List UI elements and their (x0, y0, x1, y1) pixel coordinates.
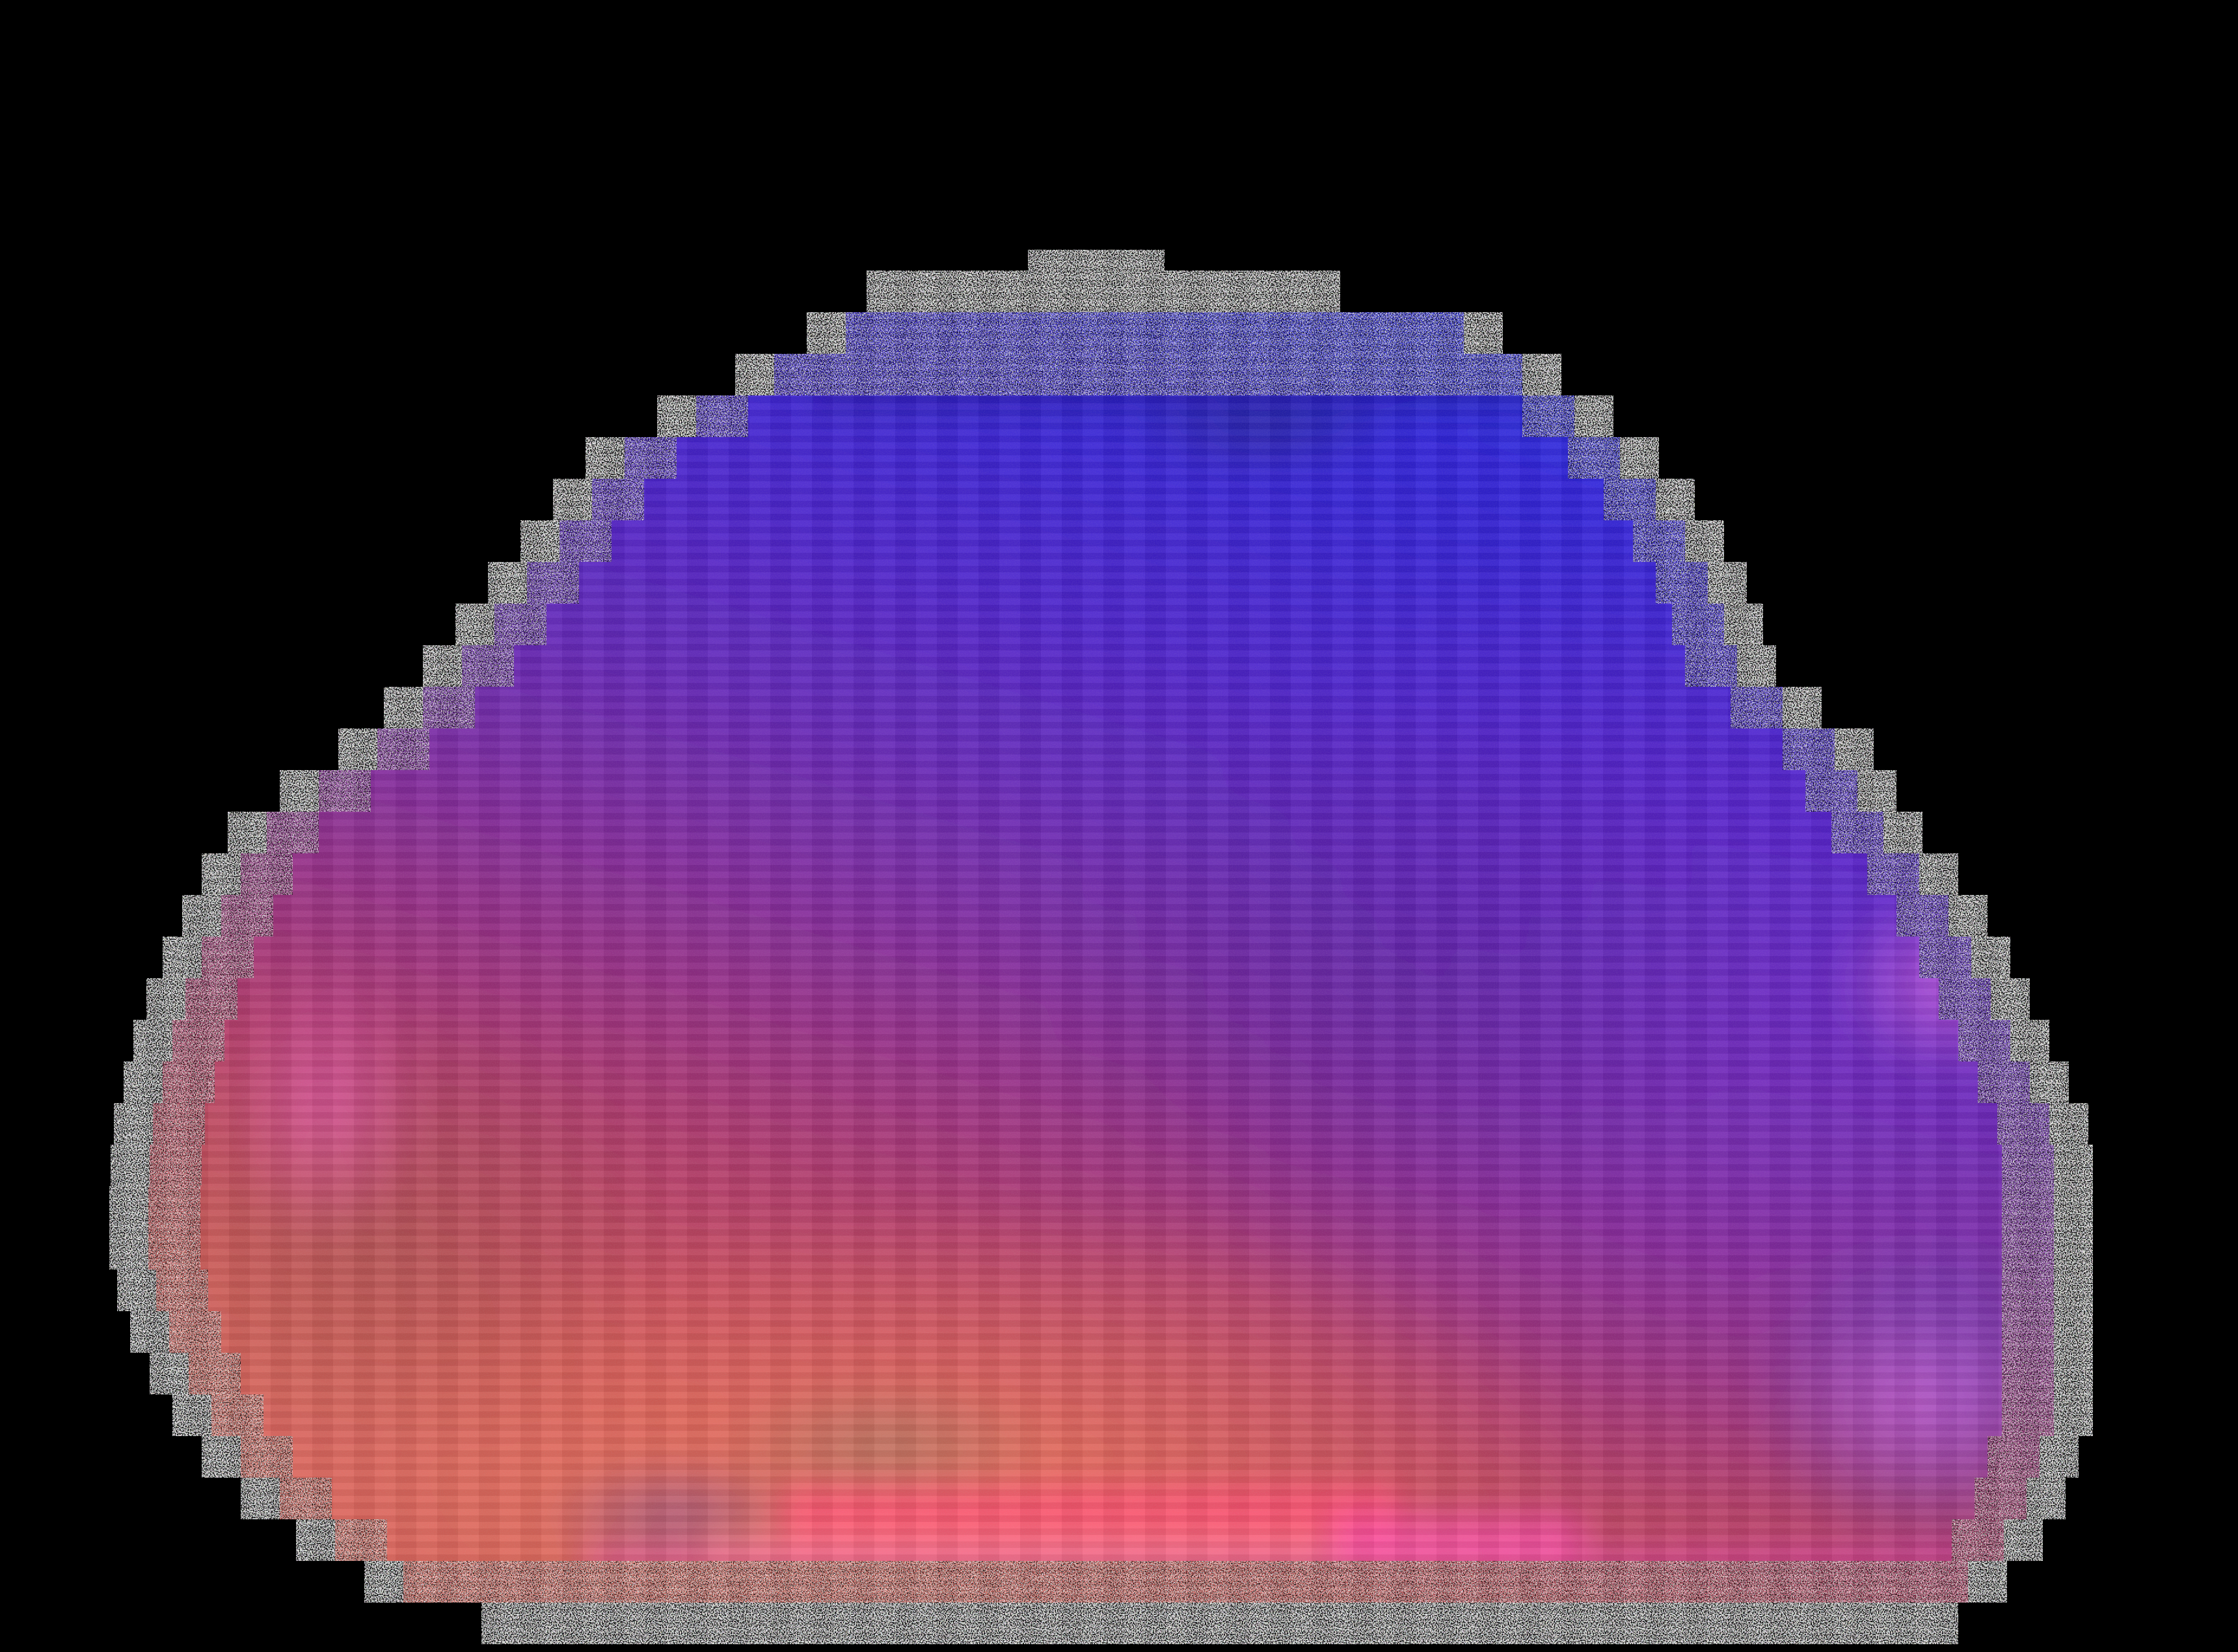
abstract-blob-scene (109, 250, 2093, 1644)
degraded-image-canvas (109, 250, 2093, 1644)
